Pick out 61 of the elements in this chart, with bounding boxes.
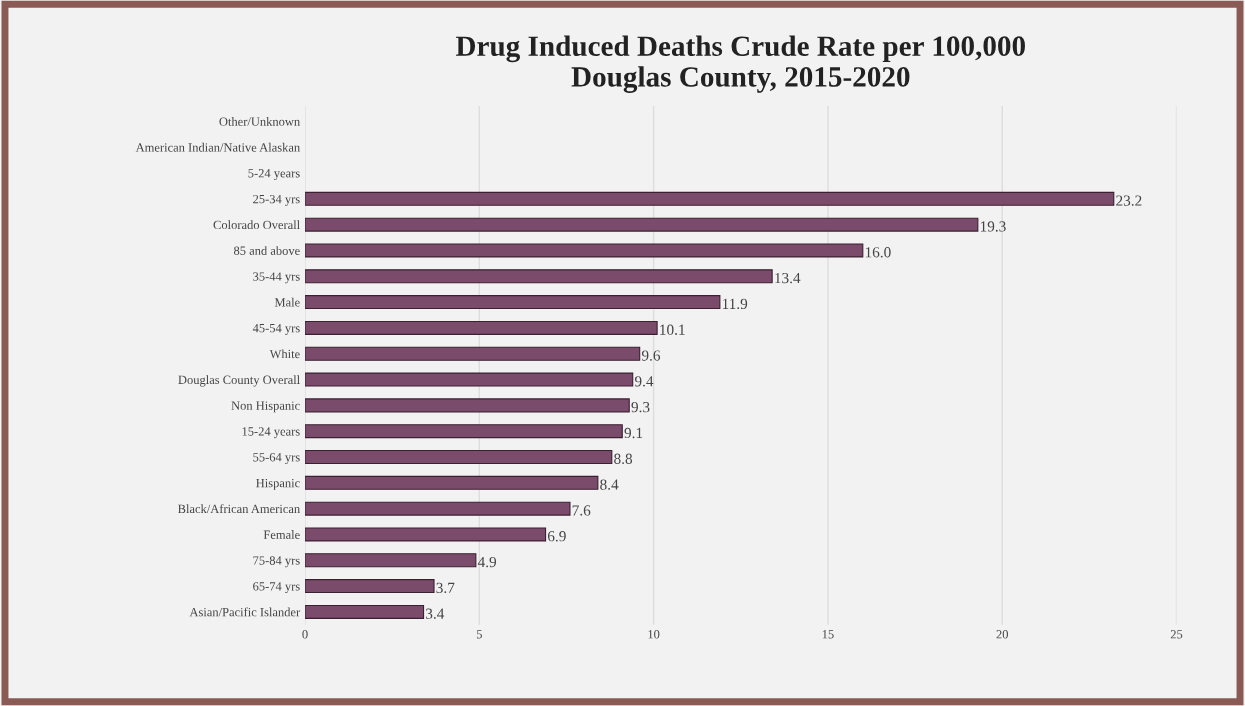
data-label: 9.3 [631,402,650,413]
bar [305,579,435,594]
chart-title: Drug Induced Deaths Crude Rate per 100,000 Douglas County, 2015-2020 [455,35,1025,93]
y-tick-label: Female [263,530,300,539]
y-tick-label: White [269,349,300,359]
data-label: 9.4 [634,376,654,387]
bar [305,527,547,542]
y-tick-label: Black/African American [178,504,300,514]
data-label: 3.7 [436,582,455,594]
data-label: 9.1 [624,427,643,439]
data-label: 7.6 [572,505,591,516]
data-label: 10.1 [660,324,685,335]
x-tick-label: 15 [822,630,834,639]
bar [305,346,641,361]
data-label: 9.6 [641,350,661,361]
y-tick-label: 45-54 yrs [252,324,300,335]
data-label: 13.4 [775,272,801,284]
data-label: 11.9 [722,298,748,310]
y-tick-label: 65-74 yrs [253,582,300,594]
y-tick-label: Male [274,297,300,307]
x-tick-label: 25 [1170,630,1183,639]
data-label: 3.4 [426,608,445,619]
bar [305,243,864,258]
data-label: 8.4 [600,479,619,490]
bar [305,217,979,232]
data-label: 6.9 [547,531,566,542]
data-label: 19.3 [980,221,1006,232]
bar [305,191,1115,206]
y-tick-label: Non Hispanic [231,401,300,413]
bar [305,320,658,335]
y-tick-label: Other/Unknown [219,117,300,126]
x-tick-label: 0 [302,630,308,639]
y-tick-label: 25-34 yrs [253,194,300,206]
bar [305,501,571,516]
x-tick-label: 10 [648,630,660,639]
bar [305,424,623,439]
y-tick-label: Asian/Pacific Islander [189,607,301,617]
data-label: 8.8 [614,453,633,464]
bar [305,295,721,310]
y-tick-label: American Indian/Native Alaskan [135,142,300,152]
x-tick-label: 20 [996,630,1008,639]
bar [305,398,630,413]
bar [305,449,613,465]
y-tick-label: Douglas County Overall [178,375,300,387]
x-tick-label: 5 [476,630,482,639]
bar [305,553,477,568]
bar [305,269,773,284]
bar [305,475,599,490]
y-tick-label: 75-84 yrs [253,556,300,568]
data-label: 23.2 [1116,195,1142,206]
y-tick-label: 5-24 years [248,169,300,181]
y-tick-label: 15-24 years [242,427,300,439]
y-tick-label: Colorado Overall [213,220,300,230]
y-tick-label: 85 and above [233,246,300,255]
y-tick-label: Hispanic [256,478,300,490]
y-tick-label: 55-64 yrs [253,453,300,465]
y-tick-label: 35-44 yrs [253,272,300,284]
bar [305,372,634,387]
bar [305,604,425,619]
data-label: 4.9 [477,556,497,568]
data-label: 16.0 [865,247,891,258]
